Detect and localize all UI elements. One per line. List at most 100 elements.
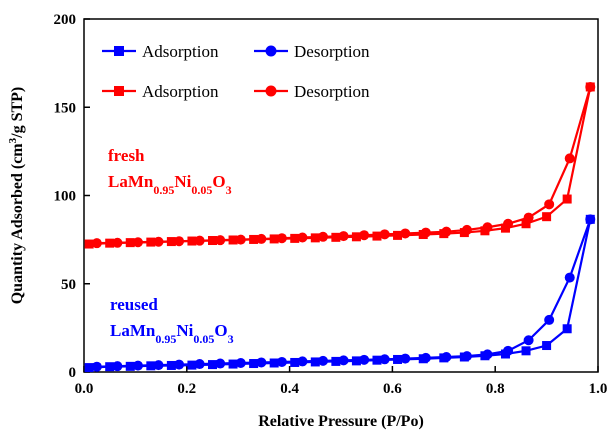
legend-circle-marker	[265, 45, 277, 57]
data-point-square	[521, 346, 531, 356]
data-point-circle	[174, 359, 185, 370]
series-layer	[84, 81, 596, 373]
data-point-circle	[544, 314, 555, 325]
data-point-circle	[400, 228, 411, 239]
annotation-label: fresh	[108, 146, 145, 165]
data-point-circle	[132, 237, 143, 248]
series-line	[96, 86, 592, 245]
y-tick-label: 150	[54, 100, 77, 116]
legend-circle-marker	[265, 85, 277, 97]
data-point-circle	[359, 230, 370, 241]
data-point-circle	[461, 351, 472, 362]
legend-item-fresh-desorption: Desorption	[254, 82, 370, 101]
annotation-formula: LaMn0.95Ni0.05O3	[110, 321, 234, 346]
data-point-circle	[215, 358, 226, 369]
data-point-circle	[400, 353, 411, 364]
legend-square-marker	[114, 46, 124, 56]
data-point-square	[521, 219, 531, 229]
x-tick-label: 1.0	[589, 381, 608, 397]
legend-item-reused-desorption: Desorption	[254, 42, 370, 61]
data-point-square	[562, 194, 572, 204]
data-point-circle	[256, 357, 267, 368]
annotation-formula: LaMn0.95Ni0.05O3	[108, 172, 232, 197]
data-point-circle	[420, 352, 431, 363]
data-point-circle	[564, 272, 575, 283]
legend-label: Desorption	[294, 42, 370, 61]
data-point-circle	[482, 222, 493, 233]
data-point-square	[562, 324, 572, 334]
data-point-circle	[297, 356, 308, 367]
data-point-circle	[174, 236, 185, 247]
data-point-circle	[379, 354, 390, 365]
x-tick-label: 0.6	[383, 381, 402, 397]
data-point-square	[393, 230, 403, 240]
legend-square-marker	[114, 86, 124, 96]
data-point-circle	[564, 153, 575, 164]
legend-item-reused-adsorption: Adsorption	[102, 42, 219, 61]
y-tick-label: 0	[69, 365, 77, 381]
data-point-circle	[276, 233, 287, 244]
x-tick-label: 0.0	[75, 381, 94, 397]
series-reused-desorption	[91, 214, 596, 372]
data-point-circle	[503, 218, 514, 229]
x-tick-label: 0.2	[177, 381, 196, 397]
data-point-square	[500, 223, 510, 233]
data-point-circle	[544, 199, 555, 210]
data-point-circle	[420, 227, 431, 238]
annotation-fresh: fresh LaMn0.95Ni0.05O3	[108, 146, 232, 197]
y-tick-label: 100	[54, 189, 77, 205]
data-point-circle	[523, 212, 534, 223]
data-point-square	[372, 231, 382, 241]
legend-label: Adsorption	[142, 42, 219, 61]
data-point-circle	[585, 81, 596, 92]
annotation-reused: reused LaMn0.95Ni0.05O3	[110, 295, 234, 346]
data-point-circle	[461, 224, 472, 235]
data-point-circle	[318, 231, 329, 242]
data-point-circle	[235, 357, 246, 368]
axis-ticks: 0.0 0.2 0.4 0.6 0.8 1.0 0 50 100 150 200	[54, 12, 608, 397]
data-point-circle	[585, 214, 596, 225]
data-point-square	[84, 363, 94, 373]
x-axis-title: Relative Pressure (P/Po)	[258, 413, 424, 430]
data-point-circle	[194, 359, 205, 370]
data-point-circle	[338, 355, 349, 366]
annotation-label: reused	[110, 295, 158, 314]
data-point-circle	[215, 235, 226, 246]
series-fresh-adsorption	[84, 82, 595, 249]
data-point-circle	[441, 226, 452, 237]
data-point-circle	[482, 349, 493, 360]
data-point-square	[542, 341, 552, 351]
data-point-circle	[523, 335, 534, 346]
y-tick-label: 50	[61, 277, 76, 293]
data-point-circle	[256, 233, 267, 244]
data-point-circle	[153, 360, 164, 371]
data-point-square	[351, 232, 361, 242]
x-tick-label: 0.4	[280, 381, 299, 397]
data-point-circle	[112, 237, 123, 248]
legend-label: Adsorption	[142, 82, 219, 101]
legend-label: Desorption	[294, 82, 370, 101]
data-point-circle	[153, 236, 164, 247]
data-point-circle	[112, 361, 123, 372]
series-fresh-desorption	[91, 81, 596, 249]
legend: Adsorption Desorption Adsorption Desorption	[102, 42, 370, 101]
data-point-circle	[276, 356, 287, 367]
data-point-square	[542, 212, 552, 222]
data-point-circle	[132, 360, 143, 371]
data-point-circle	[91, 238, 102, 249]
data-point-circle	[194, 235, 205, 246]
y-axis-title: Quantity Adsorbed (cm3/g STP)	[7, 87, 26, 305]
data-point-circle	[379, 229, 390, 240]
data-point-circle	[359, 354, 370, 365]
data-point-circle	[441, 351, 452, 362]
data-point-circle	[318, 355, 329, 366]
data-point-circle	[235, 234, 246, 245]
x-tick-label: 0.8	[486, 381, 505, 397]
data-point-circle	[503, 345, 514, 356]
y-tick-label: 200	[54, 12, 77, 28]
data-point-circle	[297, 232, 308, 243]
data-point-circle	[91, 361, 102, 372]
legend-item-fresh-adsorption: Adsorption	[102, 82, 219, 101]
data-point-square	[84, 239, 94, 249]
